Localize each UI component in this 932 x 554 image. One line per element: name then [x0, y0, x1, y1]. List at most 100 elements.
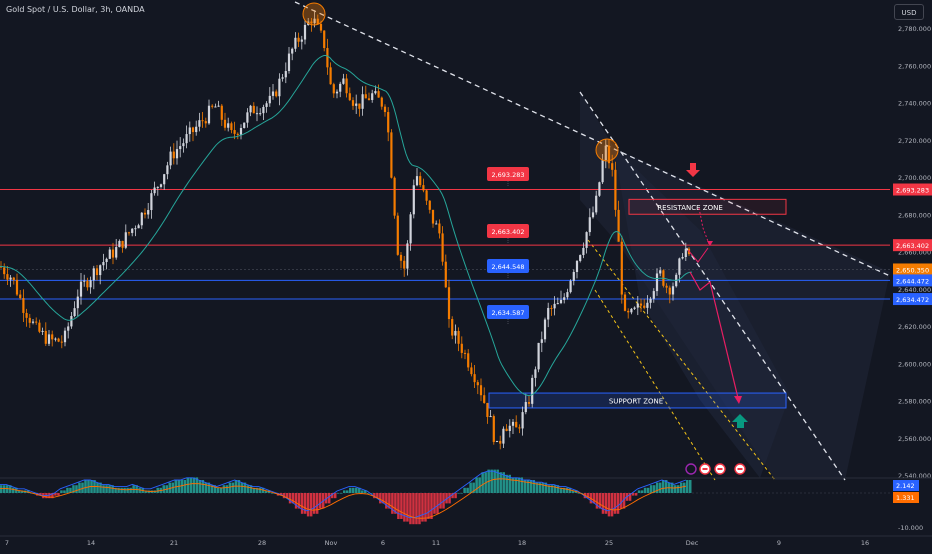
candle — [41, 327, 44, 335]
axis-level-text: 2,650.350 — [896, 266, 929, 274]
macd-bar — [183, 480, 187, 493]
candle-body — [159, 184, 163, 187]
macd-bar — [3, 485, 6, 493]
price-tick-label: 2,620.000 — [898, 323, 931, 331]
macd-bar — [21, 490, 24, 493]
macd-bar — [562, 487, 566, 493]
macd-bar — [364, 490, 367, 493]
macd-bar — [48, 493, 51, 499]
candle-body — [198, 120, 201, 127]
macd-bar — [105, 485, 108, 493]
candle — [534, 366, 537, 387]
candle-body — [665, 285, 668, 288]
candle — [166, 161, 169, 180]
candle — [540, 331, 543, 353]
macd-bar — [333, 493, 337, 499]
candle — [249, 104, 252, 117]
macd-bar — [457, 493, 460, 494]
macd-bar — [78, 482, 81, 493]
candle — [79, 272, 83, 305]
macd-bar — [114, 487, 117, 493]
candle — [44, 322, 47, 347]
macd-bar — [135, 485, 138, 493]
candle-body — [214, 106, 217, 108]
candle — [89, 276, 92, 294]
candle-body — [511, 421, 515, 426]
candle-body — [262, 106, 265, 114]
macd-bar — [604, 493, 608, 514]
candle-body — [387, 112, 390, 133]
candle-body — [127, 232, 131, 234]
candle — [361, 86, 364, 116]
candle — [451, 316, 454, 340]
candle-body — [118, 240, 121, 248]
candle-body — [51, 334, 54, 340]
macd-bar — [619, 493, 623, 509]
candle — [332, 82, 335, 98]
candle-body — [611, 163, 614, 170]
macd-bar — [436, 493, 439, 514]
time-tick-label: 11 — [432, 539, 440, 547]
macd-bar — [117, 487, 120, 493]
candle — [531, 374, 534, 408]
candle-body — [38, 322, 41, 332]
flag-icon — [717, 468, 723, 470]
macd-bar — [631, 493, 635, 496]
forecast-arrow-up — [687, 247, 709, 263]
macd-bar — [54, 493, 57, 496]
candle — [655, 268, 659, 296]
candle-body — [297, 37, 300, 42]
macd-bar — [505, 474, 508, 493]
candle-body — [191, 127, 195, 133]
candle-body — [67, 326, 70, 331]
candle — [179, 137, 182, 158]
time-tick-label: 16 — [861, 539, 869, 547]
swing-high-marker — [595, 138, 619, 162]
macd-bar — [592, 493, 596, 504]
candle — [636, 295, 639, 316]
macd-bar — [664, 480, 668, 493]
level-callout-badge — [487, 167, 529, 181]
candle-body — [108, 249, 111, 259]
macd-bar — [400, 493, 403, 519]
time-tick-label: 25 — [605, 539, 613, 547]
macd-bar — [478, 477, 481, 493]
candle — [239, 124, 243, 140]
macd-bar — [186, 477, 190, 493]
macd-bar — [529, 480, 533, 493]
candle-body — [492, 416, 495, 442]
candle — [188, 121, 191, 142]
candle-body — [563, 297, 566, 300]
currency-button[interactable]: USD — [894, 4, 924, 20]
candle-body — [294, 37, 297, 49]
channel-upper-trendline — [579, 91, 846, 481]
macd-bar — [327, 493, 331, 504]
candle-body — [527, 402, 531, 404]
candle-body — [361, 94, 364, 109]
macd-bar — [595, 493, 599, 509]
macd-bar — [192, 477, 196, 493]
macd-bar — [258, 487, 262, 493]
candle-body — [470, 367, 473, 375]
candle — [99, 264, 102, 285]
candle — [326, 38, 329, 75]
macd-bar — [225, 485, 229, 493]
price-tick-label: 2,560.000 — [898, 435, 931, 443]
macd-bar — [511, 477, 514, 493]
candle-body — [681, 256, 684, 259]
macd-bar — [649, 485, 653, 493]
macd-bar — [394, 493, 397, 514]
candle-body — [476, 382, 479, 386]
time-tick-label: 18 — [518, 539, 526, 547]
macd-bar — [493, 469, 496, 493]
candle — [441, 226, 444, 266]
candle-body — [345, 78, 348, 94]
candle-body — [105, 258, 108, 263]
candle-body — [367, 98, 371, 100]
axis-level-badge — [893, 274, 932, 287]
candle-body — [246, 112, 249, 123]
candle — [124, 224, 127, 250]
macd-bar — [550, 485, 554, 493]
